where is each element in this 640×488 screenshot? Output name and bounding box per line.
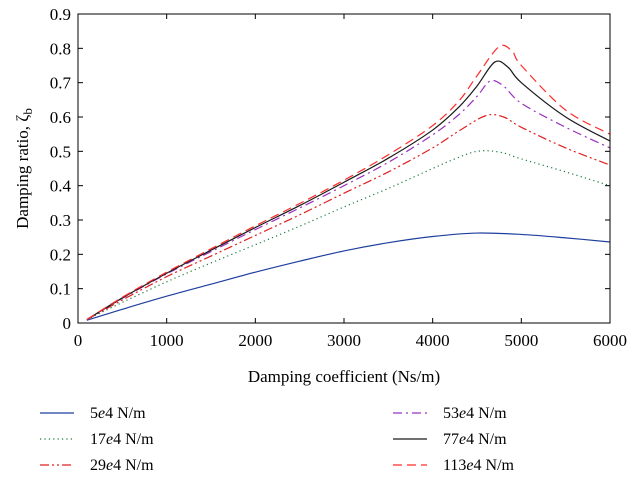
y-tick-label: 0 (63, 314, 72, 333)
series-line-3 (86, 79, 610, 321)
x-tick-label: 6000 (593, 331, 627, 350)
legend-label-unit: 4 N/m (113, 431, 154, 448)
y-tick-label: 0.9 (50, 5, 71, 24)
legend-label-exponent: e (106, 457, 113, 474)
legend-item-3: 53e4 N/m (393, 405, 507, 422)
y-tick-label: 0.8 (50, 39, 71, 58)
legend-label: 17e4 N/m (90, 431, 154, 448)
legend-label-exponent: e (106, 431, 113, 448)
legend-label: 5e4 N/m (90, 405, 146, 422)
x-tick-label: 4000 (416, 331, 450, 350)
legend-label-unit: 4 N/m (466, 431, 507, 448)
y-tick-label: 0.2 (50, 245, 71, 264)
x-tick-label: 3000 (327, 331, 361, 350)
series-line-1 (86, 150, 610, 321)
legend-label-exponent: e (466, 457, 473, 474)
legend-label-exponent: e (459, 431, 466, 448)
legend-label-unit: 4 N/m (474, 457, 515, 474)
legend-label: 53e4 N/m (443, 405, 507, 422)
legend-item-5: 113e4 N/m (393, 457, 515, 474)
legend-label-exponent: e (459, 405, 466, 422)
x-tick-label: 0 (74, 331, 83, 350)
legend-label: 113e4 N/m (443, 457, 515, 474)
legend-label: 29e4 N/m (90, 457, 154, 474)
series-line-0 (86, 232, 610, 321)
legend-label-number: 29 (90, 457, 106, 474)
tick-layer: 0 1000 2000 3000 4000 5000 6000 0 0.1 0.2 0.3 0.4 0.… (50, 5, 627, 350)
y-axis-title: Damping ratio, ζb (13, 108, 35, 229)
legend-label-unit: 4 N/m (113, 457, 154, 474)
series-layer (86, 44, 610, 321)
legend-label-number: 5 (90, 405, 98, 422)
x-tick-label: 1000 (150, 331, 184, 350)
y-tick-label: 0.6 (50, 108, 71, 127)
y-tick-label: 0.1 (50, 280, 71, 299)
series-line-4 (86, 60, 610, 321)
y-tick-label: 0.4 (50, 177, 72, 196)
y-tick-label: 0.7 (50, 74, 72, 93)
legend-label-unit: 4 N/m (105, 405, 146, 422)
y-axis-title-subscript: b (20, 108, 35, 115)
legend-label-number: 77 (443, 431, 459, 448)
legend-label-number: 113 (443, 457, 466, 474)
legend-label-number: 17 (90, 431, 106, 448)
x-tick-label: 5000 (504, 331, 538, 350)
series-line-5 (86, 44, 610, 321)
legend-label-number: 53 (443, 405, 459, 422)
x-axis-title: Damping coefficient (Ns/m) (248, 367, 440, 386)
plot-frame (77, 13, 611, 324)
legend-item-4: 77e4 N/m (393, 431, 507, 448)
y-axis-title-main: Damping ratio, ζ (13, 115, 32, 229)
legend-item-2: 29e4 N/m (40, 457, 154, 474)
x-tick-label: 2000 (238, 331, 272, 350)
legend-item-0: 5e4 N/m (40, 405, 146, 422)
y-tick-label: 0.3 (50, 211, 71, 230)
legend-label: 77e4 N/m (443, 431, 507, 448)
legend-label-exponent: e (98, 405, 105, 422)
legend-item-1: 17e4 N/m (40, 431, 154, 448)
y-tick-label: 0.5 (50, 142, 71, 161)
series-line-2 (86, 113, 610, 321)
legend-label-unit: 4 N/m (466, 405, 507, 422)
